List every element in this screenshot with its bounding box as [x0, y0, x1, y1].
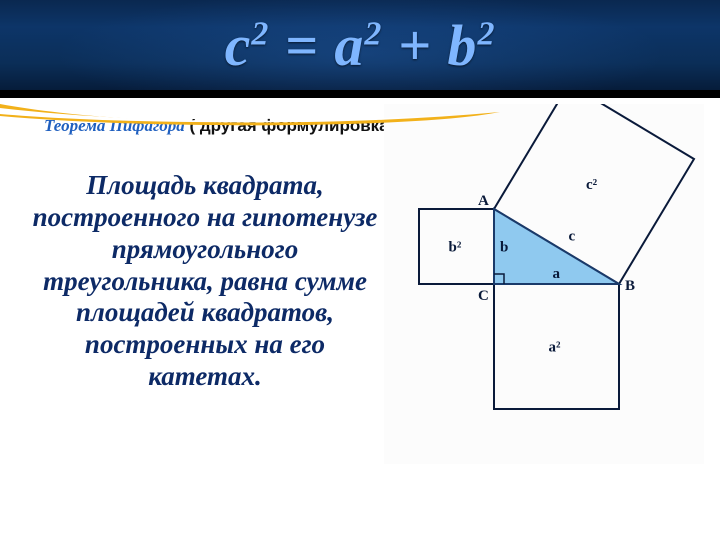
body-text: Площадь квадрата, построенного на гипоте… [30, 170, 380, 393]
formula-title: c2 = a2 + b2 [225, 12, 496, 79]
svg-text:c: c [569, 229, 576, 245]
subtitle-theorem: Теорема Пифагора [44, 116, 185, 135]
content-area: Теорема Пифагора ( другая формулировка) … [0, 98, 720, 403]
svg-text:a²: a² [549, 340, 562, 356]
svg-text:b²: b² [449, 240, 462, 256]
subtitle-note: ( другая формулировка) [185, 116, 395, 135]
header-band: c2 = a2 + b2 [0, 0, 720, 98]
svg-text:B: B [625, 278, 635, 294]
pythagoras-diagram: A B Ca b c b² a² c² [384, 104, 704, 464]
diagram-svg: A B Ca b c b² a² c² [384, 104, 704, 464]
svg-text:A: A [478, 193, 489, 209]
svg-text:c²: c² [586, 177, 598, 193]
subtitle: Теорема Пифагора ( другая формулировка) [44, 116, 394, 136]
svg-text:b: b [500, 240, 508, 256]
svg-text:C: C [478, 288, 489, 304]
svg-text:a: a [553, 266, 561, 282]
